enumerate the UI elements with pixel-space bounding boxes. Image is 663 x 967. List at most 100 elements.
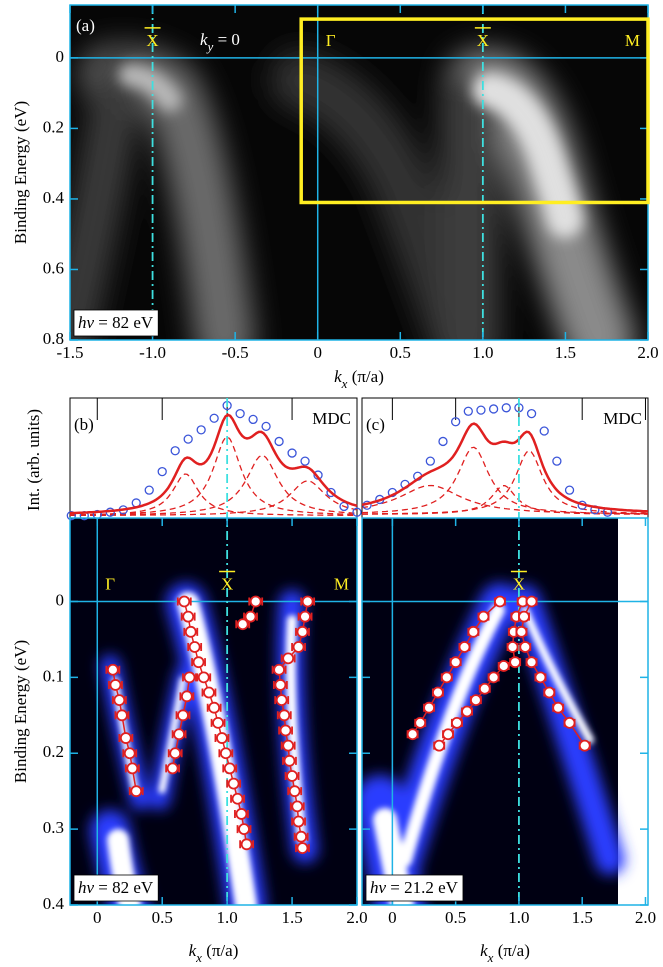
dispersion-point [282, 652, 295, 665]
x-axis-label-part: (π/a) [347, 367, 383, 386]
y-axis-label: Binding Energy (eV) [11, 640, 30, 783]
mdc-point [209, 413, 219, 423]
dispersion-line [520, 601, 586, 747]
mdc-y-label: Int. (arb. units) [24, 409, 43, 511]
x-axis-label-part: k [189, 941, 197, 960]
dispersion-point [449, 656, 462, 669]
x-tick-label: 0 [388, 908, 397, 927]
dispersion-point [123, 747, 136, 760]
x-axis-label-part: (π/a) [493, 941, 529, 960]
x-tick-label: 0 [313, 343, 322, 362]
dispersion-point [494, 595, 506, 608]
dispersion-point [183, 671, 196, 684]
mdc-point [196, 425, 206, 435]
dispersion-point [519, 641, 532, 653]
x-tick-label: 1.0 [508, 908, 529, 927]
mdc-point [248, 414, 258, 425]
dispersion-point [578, 739, 591, 752]
y-axis-label: Binding Energy (eV) [11, 101, 30, 244]
dispersion-point [288, 785, 301, 798]
mdc-point [539, 426, 549, 436]
y-tick-label: 0.4 [43, 188, 65, 207]
dispersion-point [119, 732, 132, 744]
mdc-point [564, 485, 575, 495]
x-tick-label: 0.5 [152, 908, 173, 927]
mdc-component [361, 446, 648, 515]
x-tick-label: -0.5 [222, 343, 249, 362]
mdc-point [300, 456, 310, 466]
dispersion-point [203, 686, 215, 699]
dispersion-point [467, 625, 480, 638]
mdc-frame [361, 397, 649, 519]
dispersion-point [478, 682, 491, 695]
x-axis-label-part: k [334, 367, 342, 386]
x-axis-label-part: k [480, 941, 488, 960]
dispersion-point [182, 610, 195, 623]
y-tick-label: 0.8 [43, 329, 64, 348]
x-tick-label: 2.0 [637, 343, 658, 362]
mdc-point [287, 448, 297, 458]
photon-energy-label-part: = 21.2 eV [386, 878, 459, 897]
panel-label: (c) [366, 415, 385, 434]
dispersion-point [458, 641, 471, 653]
dispersion-point [291, 800, 304, 813]
dispersion-point [432, 686, 444, 699]
dispersion-point [130, 785, 143, 798]
dispersion-point [279, 724, 292, 737]
dispersion-point [406, 728, 419, 741]
dispersion-point [212, 716, 224, 729]
x-tick-label: 0 [93, 908, 102, 927]
panel-label: (a) [76, 16, 95, 35]
dispersion-point [109, 679, 122, 691]
mdc-point [326, 487, 336, 498]
mdc-point [274, 436, 284, 447]
y-tick-label: 0.2 [43, 742, 64, 761]
mdc-frame [69, 397, 358, 519]
dispersion-point [292, 641, 305, 653]
dispersion-point [286, 770, 298, 782]
dispersion-point [223, 762, 236, 775]
dispersion-point [278, 709, 291, 722]
dispersion-point [275, 694, 288, 707]
intensity-map-c [362, 518, 648, 905]
x-tick-label: -1.5 [57, 343, 84, 362]
mdc-point [501, 403, 511, 413]
x-axis-label-part: x [487, 950, 494, 965]
symmetry-label: X [477, 31, 489, 50]
dispersion-point [282, 739, 295, 752]
x-tick-label: 1.0 [217, 908, 238, 927]
symmetry-label: X [221, 574, 233, 593]
mdc-point [157, 466, 167, 477]
dispersion-point [244, 610, 257, 623]
x-axis-label-part: (π/a) [202, 941, 238, 960]
dispersion-point [240, 838, 253, 851]
dispersion-point [295, 830, 308, 843]
annotation: ky = 0 [200, 30, 240, 55]
symmetry-label: X [146, 31, 158, 50]
symmetry-label: Γ [326, 31, 336, 50]
dispersion-point [274, 679, 287, 691]
dispersion-point [177, 709, 189, 722]
dispersion-point [299, 610, 311, 623]
mdc-point [463, 406, 473, 416]
y-tick-label: 0.2 [43, 117, 64, 136]
mdc-point [170, 446, 180, 456]
y-tick-label: 0.6 [43, 258, 64, 277]
mdc-point [235, 408, 245, 419]
x-tick-label: -1.0 [139, 343, 166, 362]
x-axis-label-part: x [341, 376, 348, 391]
dispersion-point [235, 808, 248, 820]
x-axis-label: kx (π/a) [189, 941, 239, 966]
x-axis-label: kx (π/a) [480, 941, 530, 966]
dispersion-point [543, 686, 556, 699]
dispersion-point [433, 739, 446, 752]
mdc-point [261, 421, 271, 432]
dispersion-point [296, 625, 309, 638]
dispersion-point [249, 595, 262, 608]
dispersion-point [166, 762, 179, 775]
mdc-point [144, 485, 154, 495]
x-tick-label: 1.5 [281, 908, 302, 927]
mdc-component [361, 484, 649, 515]
